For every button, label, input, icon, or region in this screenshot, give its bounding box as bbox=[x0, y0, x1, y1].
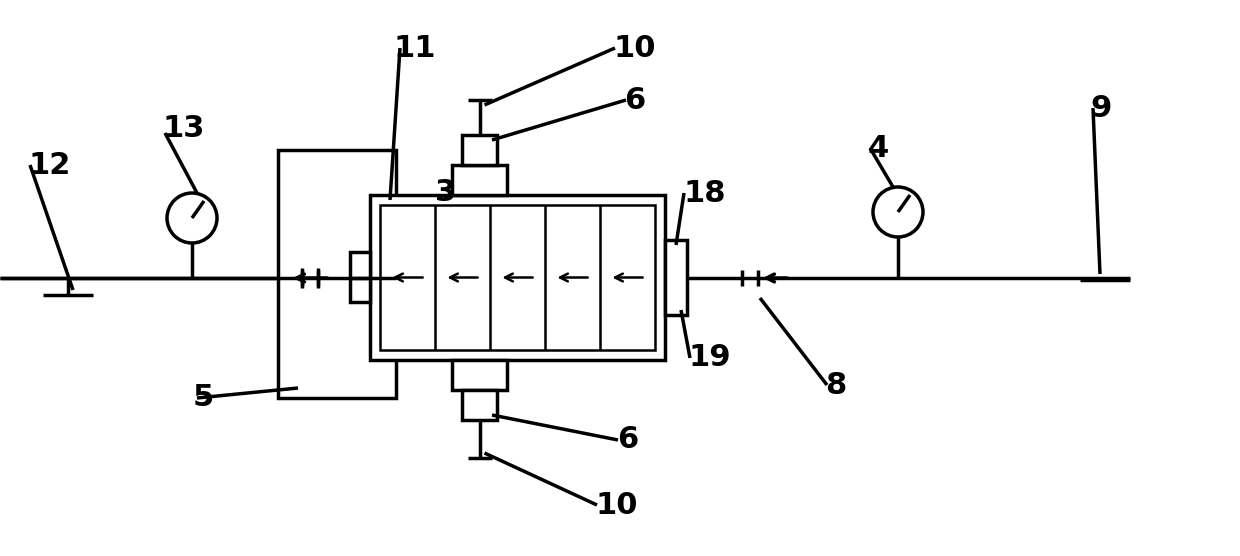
Bar bbox=[278, 150, 396, 398]
Text: 10: 10 bbox=[613, 33, 656, 62]
Bar bbox=[350, 252, 370, 302]
Text: 9: 9 bbox=[1090, 93, 1111, 122]
Text: 6: 6 bbox=[624, 86, 645, 115]
Text: 5: 5 bbox=[193, 384, 215, 413]
Bar bbox=[453, 360, 507, 390]
Text: 12: 12 bbox=[29, 151, 71, 180]
Bar bbox=[453, 165, 507, 195]
Text: 13: 13 bbox=[162, 113, 205, 142]
Text: 11: 11 bbox=[393, 33, 435, 62]
Text: 18: 18 bbox=[683, 178, 725, 207]
Text: 19: 19 bbox=[688, 344, 730, 373]
Bar bbox=[379, 205, 655, 350]
Bar bbox=[463, 390, 497, 420]
Text: 3: 3 bbox=[435, 177, 456, 206]
Bar bbox=[370, 195, 665, 360]
Bar bbox=[665, 240, 687, 315]
Text: 8: 8 bbox=[825, 370, 846, 400]
Text: 10: 10 bbox=[595, 490, 637, 519]
Text: 6: 6 bbox=[618, 425, 639, 454]
Bar bbox=[463, 135, 497, 165]
Text: 4: 4 bbox=[868, 133, 889, 162]
